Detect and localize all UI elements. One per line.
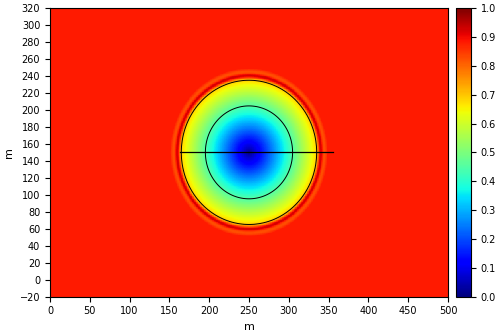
Y-axis label: m: m (4, 147, 14, 158)
X-axis label: m: m (244, 322, 254, 332)
